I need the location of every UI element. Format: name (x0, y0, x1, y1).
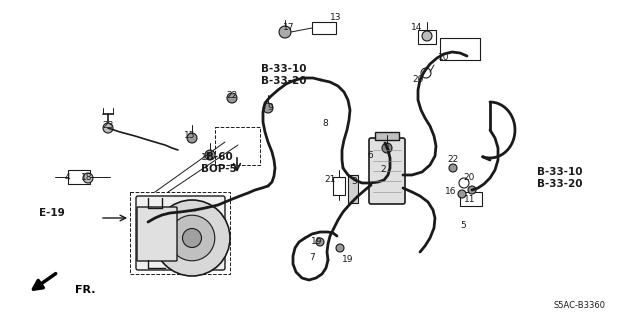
Bar (215, 127, 260, 165)
Text: 6: 6 (367, 150, 373, 159)
Circle shape (336, 244, 344, 252)
Bar (440, 38, 480, 60)
Text: E-19: E-19 (39, 208, 65, 218)
Bar (418, 30, 436, 44)
Text: 10: 10 (438, 53, 450, 62)
Circle shape (263, 103, 273, 113)
Circle shape (103, 123, 113, 133)
Circle shape (182, 228, 202, 247)
Text: B-33-10
B-33-20: B-33-10 B-33-20 (537, 167, 583, 189)
Text: 14: 14 (412, 23, 422, 33)
Circle shape (187, 133, 197, 143)
Text: 5: 5 (460, 221, 466, 230)
Text: 7: 7 (309, 253, 315, 262)
FancyBboxPatch shape (369, 138, 405, 204)
Text: S5AC-B3360: S5AC-B3360 (554, 301, 606, 310)
Text: 20: 20 (463, 173, 475, 182)
FancyBboxPatch shape (137, 207, 177, 261)
Text: 13: 13 (330, 13, 342, 22)
Bar (375, 132, 399, 140)
Text: 15: 15 (184, 132, 196, 140)
Bar (68, 170, 90, 184)
Text: 18: 18 (81, 173, 93, 182)
Text: 2: 2 (380, 165, 386, 174)
Circle shape (169, 215, 215, 261)
Text: B-60
BOP-5: B-60 BOP-5 (201, 152, 237, 174)
Circle shape (205, 150, 215, 160)
Text: 12: 12 (202, 154, 212, 163)
Text: 19: 19 (342, 255, 354, 265)
Text: 21: 21 (324, 175, 336, 185)
Text: 4: 4 (64, 173, 70, 182)
Text: 11: 11 (464, 196, 476, 204)
Circle shape (154, 200, 230, 276)
Circle shape (316, 238, 324, 246)
Text: 19: 19 (311, 237, 323, 246)
Text: 1: 1 (385, 143, 391, 153)
Text: FR.: FR. (75, 285, 95, 295)
Text: 22: 22 (447, 156, 459, 164)
Text: 20: 20 (412, 76, 424, 84)
Text: 23: 23 (102, 121, 114, 130)
Circle shape (449, 164, 457, 172)
Text: 3: 3 (351, 178, 357, 187)
Circle shape (83, 173, 93, 183)
Text: 17: 17 (284, 23, 295, 33)
Circle shape (468, 186, 476, 194)
Text: 22: 22 (227, 92, 237, 100)
Bar (312, 22, 336, 34)
Bar (333, 177, 345, 195)
Bar (130, 192, 230, 274)
Text: 16: 16 (445, 188, 457, 196)
Circle shape (422, 31, 432, 41)
Circle shape (279, 26, 291, 38)
Bar (460, 192, 482, 206)
Text: B-33-10
B-33-20: B-33-10 B-33-20 (261, 64, 307, 86)
Circle shape (382, 143, 392, 153)
Text: 8: 8 (322, 118, 328, 127)
Circle shape (227, 93, 237, 103)
Text: 9: 9 (267, 102, 273, 111)
Circle shape (458, 190, 466, 198)
Bar (348, 175, 358, 203)
FancyBboxPatch shape (136, 196, 225, 270)
